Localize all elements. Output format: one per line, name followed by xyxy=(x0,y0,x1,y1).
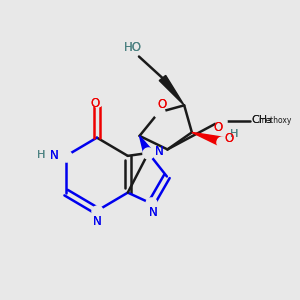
Text: N: N xyxy=(50,149,59,162)
Text: N: N xyxy=(155,145,164,158)
Text: CH₃: CH₃ xyxy=(251,115,272,125)
Text: O: O xyxy=(157,98,166,111)
Polygon shape xyxy=(192,132,223,146)
Text: N: N xyxy=(92,215,101,228)
Text: N: N xyxy=(50,149,59,162)
Text: O: O xyxy=(157,98,166,111)
Text: HO: HO xyxy=(124,40,142,54)
Text: HO: HO xyxy=(124,40,142,54)
Text: CH₃: CH₃ xyxy=(251,115,272,125)
Text: O: O xyxy=(213,122,222,134)
Text: methoxy: methoxy xyxy=(258,116,291,125)
Text: O: O xyxy=(213,122,222,134)
Text: H: H xyxy=(230,128,238,139)
Text: N: N xyxy=(148,206,157,219)
Text: O: O xyxy=(91,97,100,110)
Text: H: H xyxy=(37,150,45,160)
Text: H: H xyxy=(37,150,45,160)
Text: N: N xyxy=(148,206,157,219)
Text: N: N xyxy=(155,145,164,158)
Text: O: O xyxy=(225,132,234,145)
Text: N: N xyxy=(92,215,101,228)
Polygon shape xyxy=(159,75,184,105)
Text: O: O xyxy=(225,132,234,145)
Text: H: H xyxy=(230,128,238,139)
Polygon shape xyxy=(140,136,152,155)
Text: O: O xyxy=(91,97,100,110)
